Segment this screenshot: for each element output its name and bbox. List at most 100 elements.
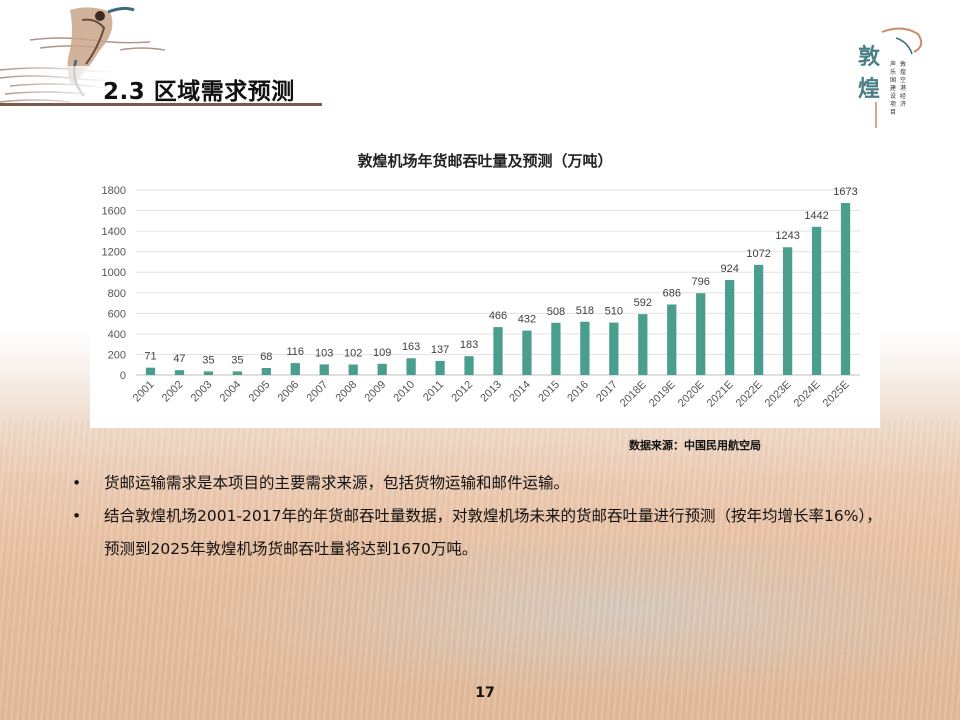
bar bbox=[840, 203, 851, 375]
x-tick-label: 2024E bbox=[792, 379, 823, 410]
x-tick-label: 2017 bbox=[594, 379, 620, 405]
background-reeds bbox=[0, 420, 960, 720]
x-tick-label: 2013 bbox=[478, 379, 504, 405]
x-tick-label: 2016 bbox=[565, 379, 591, 405]
x-tick-label: 2009 bbox=[362, 379, 388, 405]
bar bbox=[145, 367, 156, 375]
x-tick-label: 2025E bbox=[821, 379, 852, 410]
x-tick-label: 2003 bbox=[189, 379, 215, 405]
x-tick-label: 2004 bbox=[218, 379, 244, 405]
page-number: 17 bbox=[475, 685, 495, 701]
x-tick-label: 2001 bbox=[131, 379, 157, 405]
svg-text:乐: 乐 bbox=[890, 69, 896, 76]
bar bbox=[754, 264, 764, 375]
data-label: 183 bbox=[460, 339, 478, 351]
x-tick-label: 2019E bbox=[647, 379, 678, 410]
data-label: 592 bbox=[634, 297, 652, 309]
chart-panel: 敦煌机场年货邮吞吐量及预测（万吨） 0 200 400 600 800 1000 1200 1… bbox=[90, 138, 880, 428]
y-tick-label: 0 bbox=[120, 370, 126, 382]
data-label: 686 bbox=[663, 287, 681, 299]
x-tick-label: 2018E bbox=[618, 379, 649, 410]
svg-text:港: 港 bbox=[900, 84, 906, 92]
y-tick-label: 1600 bbox=[102, 206, 126, 218]
bullet-item: • 货邮运输需求是本项目的主要需求来源，包括货物运输和邮件运输。 bbox=[72, 467, 892, 500]
x-tick-label: 2005 bbox=[247, 379, 273, 405]
y-tick-label: 600 bbox=[108, 308, 126, 320]
bar bbox=[232, 371, 242, 375]
chart-title: 敦煌机场年货邮吞吐量及预测（万吨） bbox=[357, 152, 613, 170]
data-label: 102 bbox=[344, 348, 362, 360]
bar bbox=[493, 327, 503, 375]
bar bbox=[319, 364, 329, 375]
data-label: 924 bbox=[721, 263, 739, 275]
y-tick-label: 1800 bbox=[102, 185, 126, 197]
x-tick-label: 2023E bbox=[763, 379, 794, 410]
y-tick-label: 200 bbox=[108, 349, 126, 361]
svg-text:设: 设 bbox=[890, 92, 896, 100]
data-label: 466 bbox=[489, 310, 507, 322]
data-label: 35 bbox=[202, 354, 214, 366]
x-tick-label: 2022E bbox=[734, 379, 765, 410]
x-tick-label: 2007 bbox=[305, 379, 331, 405]
bar bbox=[377, 363, 387, 375]
data-label: 116 bbox=[287, 346, 305, 358]
bar bbox=[174, 370, 185, 375]
data-label: 71 bbox=[144, 351, 156, 363]
data-label: 1243 bbox=[775, 230, 799, 242]
data-label: 510 bbox=[605, 306, 623, 318]
svg-text:目: 目 bbox=[890, 109, 896, 116]
bar bbox=[667, 304, 677, 375]
data-label: 1673 bbox=[833, 186, 857, 198]
y-tick-label: 1200 bbox=[102, 247, 126, 259]
data-label: 35 bbox=[231, 354, 243, 366]
data-label: 68 bbox=[260, 351, 272, 363]
x-tick-label: 2021E bbox=[705, 379, 736, 410]
svg-text:煌: 煌 bbox=[858, 76, 880, 102]
bar bbox=[435, 360, 445, 375]
bar bbox=[580, 321, 590, 375]
data-label: 109 bbox=[373, 347, 391, 359]
svg-text:项: 项 bbox=[890, 101, 896, 108]
y-tick-label: 1400 bbox=[102, 226, 126, 238]
svg-text:国: 国 bbox=[890, 77, 896, 84]
title-background-bar bbox=[0, 66, 322, 106]
data-label: 1442 bbox=[804, 210, 828, 222]
bullet-icon: • bbox=[72, 507, 82, 525]
data-label: 508 bbox=[547, 306, 565, 318]
data-label: 1072 bbox=[746, 248, 770, 260]
bar bbox=[290, 363, 300, 375]
data-label: 518 bbox=[576, 305, 594, 317]
bullet-icon: • bbox=[72, 474, 82, 492]
bar bbox=[348, 364, 358, 375]
bar bbox=[406, 358, 416, 375]
bar bbox=[638, 314, 648, 375]
data-label: 796 bbox=[692, 276, 710, 288]
data-label: 103 bbox=[315, 347, 333, 359]
bar bbox=[522, 330, 532, 375]
svg-text:济: 济 bbox=[900, 100, 906, 108]
y-tick-label: 400 bbox=[108, 329, 126, 341]
data-label: 137 bbox=[431, 344, 449, 356]
data-source: 数据来源：中国民用航空局 bbox=[629, 439, 761, 452]
data-label: 432 bbox=[518, 314, 536, 326]
svg-text:敦: 敦 bbox=[900, 60, 906, 68]
svg-text:经: 经 bbox=[900, 92, 906, 100]
bullet-list: • 货邮运输需求是本项目的主要需求来源，包括货物运输和邮件运输。 • 结合敦煌机… bbox=[72, 467, 892, 566]
data-label: 163 bbox=[402, 341, 420, 353]
bar bbox=[782, 247, 793, 375]
x-tick-label: 2002 bbox=[160, 379, 186, 405]
x-tick-label: 2014 bbox=[507, 379, 533, 405]
bullet-text: 结合敦煌机场2001-2017年的年货邮吞吐量数据，对敦煌机场未来的货邮吞吐量进… bbox=[104, 507, 882, 558]
svg-text:空: 空 bbox=[900, 76, 906, 84]
svg-text:煌: 煌 bbox=[900, 68, 906, 76]
bar bbox=[551, 322, 561, 375]
bar bbox=[696, 293, 706, 375]
x-tick-label: 2015 bbox=[536, 379, 562, 405]
bar bbox=[203, 371, 214, 375]
svg-text:建: 建 bbox=[890, 84, 896, 92]
title-underline bbox=[0, 103, 322, 106]
bar bbox=[725, 280, 735, 375]
x-tick-label: 2020E bbox=[676, 379, 707, 410]
x-tick-label: 2010 bbox=[391, 379, 417, 405]
bullet-item: • 结合敦煌机场2001-2017年的年货邮吞吐量数据，对敦煌机场未来的货邮吞吐… bbox=[72, 500, 892, 566]
